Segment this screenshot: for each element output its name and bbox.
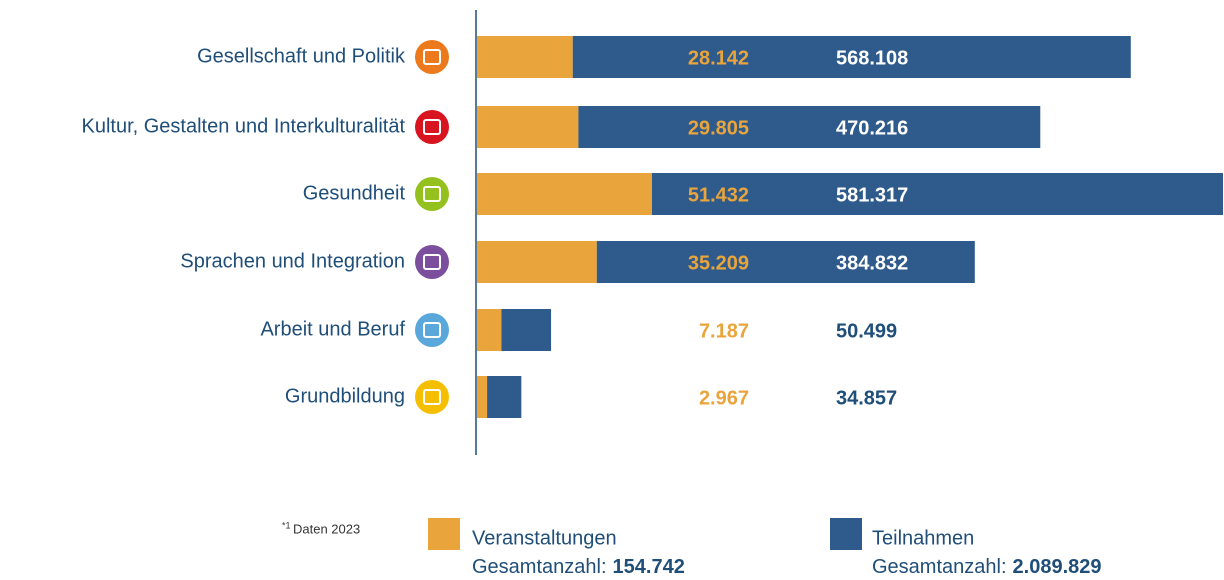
bar-segment — [596, 241, 975, 283]
category-label: Arbeit und Beruf — [260, 318, 405, 340]
bar-segment — [477, 376, 488, 418]
total-caption: Gesamtanzahl: — [872, 556, 1007, 578]
category-label: Sprachen und Integration — [180, 250, 405, 272]
category-label: Gesundheit — [303, 182, 406, 204]
legend-swatch — [428, 518, 460, 550]
bar-segment — [477, 106, 579, 148]
bar-segment — [652, 173, 1223, 215]
category-label: Kultur, Gestalten und Interkulturalität — [81, 115, 405, 137]
bar-segment — [477, 309, 502, 351]
footnote-mark: *1 — [282, 520, 291, 530]
bar-segment — [487, 376, 522, 418]
category-label: Gesellschaft und Politik — [197, 45, 406, 67]
value-label: 35.209 — [688, 252, 749, 274]
category-icon — [415, 380, 449, 414]
value-label: 384.832 — [836, 252, 908, 274]
category-icon — [415, 177, 449, 211]
legend-label: Teilnahmen — [872, 527, 974, 549]
value-label: 51.432 — [688, 184, 749, 206]
category-icon-glyph — [423, 322, 441, 338]
category-icon-glyph — [423, 186, 441, 202]
legend-swatch — [830, 518, 862, 550]
value-label: 50.499 — [836, 320, 897, 342]
category-icon-glyph — [423, 389, 441, 405]
bar-segment — [477, 36, 573, 78]
total-caption: Gesamtanzahl: — [472, 556, 607, 578]
bar-segment — [501, 309, 552, 351]
value-label: 581.317 — [836, 184, 908, 206]
legend-total: Gesamtanzahl: 154.742 — [472, 556, 685, 578]
total-value: 2.089.829 — [1013, 556, 1102, 578]
value-label: 34.857 — [836, 387, 897, 409]
value-label: 470.216 — [836, 117, 908, 139]
total-value: 154.742 — [613, 556, 685, 578]
category-icon-glyph — [423, 119, 441, 135]
category-icon-glyph — [423, 254, 441, 270]
value-label: 28.142 — [688, 47, 749, 69]
category-icon — [415, 313, 449, 347]
bar-segment — [578, 106, 1041, 148]
legend-total: Gesamtanzahl: 2.089.829 — [872, 556, 1102, 578]
category-icon — [415, 245, 449, 279]
category-icon — [415, 40, 449, 74]
bar-segment — [477, 241, 597, 283]
category-icon-glyph — [423, 49, 441, 65]
legend-label: Veranstaltungen — [472, 527, 617, 549]
footnote: Daten 2023 — [293, 521, 360, 536]
value-label: 2.967 — [699, 387, 749, 409]
category-icon — [415, 110, 449, 144]
bar-segment — [572, 36, 1131, 78]
bar-segment — [477, 173, 652, 215]
value-label: 29.805 — [688, 117, 749, 139]
category-label: Grundbildung — [285, 385, 405, 407]
value-label: 7.187 — [699, 320, 749, 342]
value-label: 568.108 — [836, 47, 908, 69]
